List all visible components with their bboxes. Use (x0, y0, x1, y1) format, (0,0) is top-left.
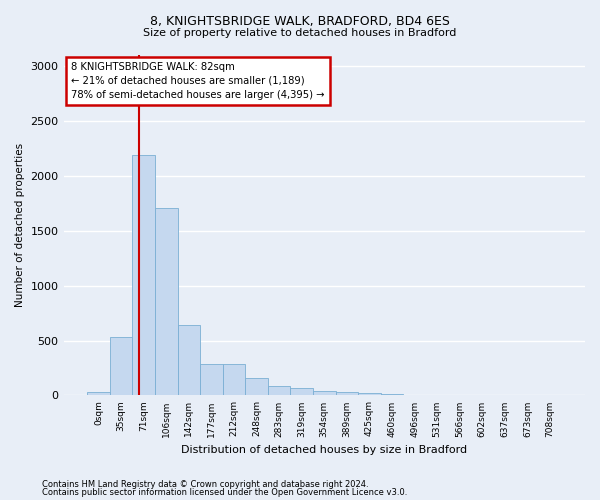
Text: 8, KNIGHTSBRIDGE WALK, BRADFORD, BD4 6ES: 8, KNIGHTSBRIDGE WALK, BRADFORD, BD4 6ES (150, 15, 450, 28)
Bar (87, 392, 110, 396)
Bar (403, 395, 426, 396)
Bar (110, 337, 133, 396)
Bar (335, 392, 358, 396)
Bar (200, 364, 223, 396)
Bar (133, 156, 155, 396)
Bar (155, 208, 178, 396)
X-axis label: Distribution of detached houses by size in Bradford: Distribution of detached houses by size … (181, 445, 467, 455)
Y-axis label: Number of detached properties: Number of detached properties (15, 143, 25, 308)
Text: 8 KNIGHTSBRIDGE WALK: 82sqm
← 21% of detached houses are smaller (1,189)
78% of : 8 KNIGHTSBRIDGE WALK: 82sqm ← 21% of det… (71, 62, 325, 100)
Text: Size of property relative to detached houses in Bradford: Size of property relative to detached ho… (143, 28, 457, 38)
Bar (381, 394, 403, 396)
Text: Contains HM Land Registry data © Crown copyright and database right 2024.: Contains HM Land Registry data © Crown c… (42, 480, 368, 489)
Bar (358, 392, 381, 396)
Bar (313, 391, 335, 396)
Bar (223, 364, 245, 396)
Bar (178, 325, 200, 396)
Bar (290, 388, 313, 396)
Bar (245, 378, 268, 396)
Bar (268, 386, 290, 396)
Text: Contains public sector information licensed under the Open Government Licence v3: Contains public sector information licen… (42, 488, 407, 497)
